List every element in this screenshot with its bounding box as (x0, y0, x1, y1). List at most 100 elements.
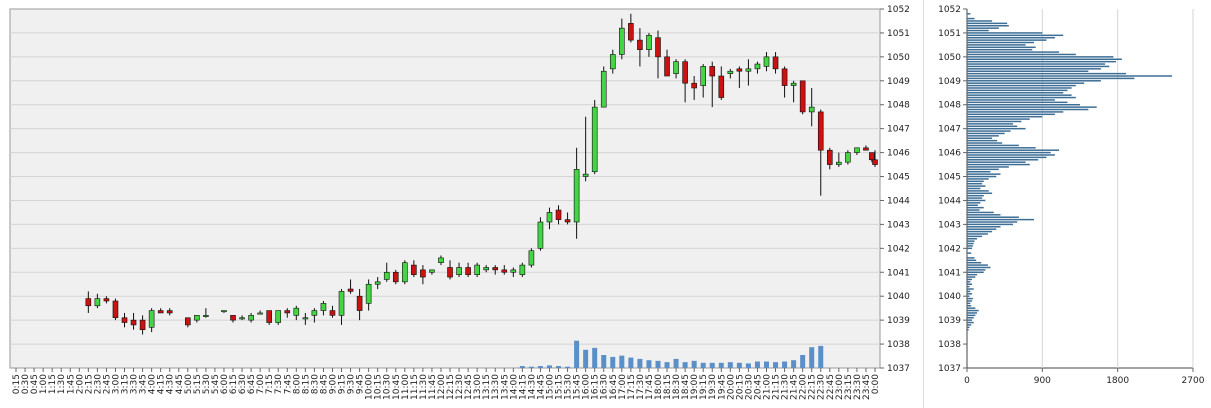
candle-up (573, 169, 580, 223)
candle-up (456, 267, 462, 275)
candle-down (112, 300, 119, 319)
profile-bar (967, 216, 1019, 218)
volume-profile-chart: 1037 1038 1039 1040 1041 1042 1043 1044 1045 1046… (923, 0, 1205, 408)
candle-up (854, 147, 860, 153)
candle-down (718, 75, 725, 98)
x-tick-label: 14:30 (527, 374, 537, 400)
x-tick-label: 21:00 (762, 374, 772, 400)
volume-bar (574, 340, 580, 368)
candle-up (700, 66, 707, 86)
volume-bar (709, 362, 715, 368)
x-tick-label: 6:00 (220, 374, 230, 394)
y-tick-label: 1052 (887, 5, 910, 15)
profile-bar (967, 156, 1047, 159)
x-tick-label: 21:45 (790, 374, 800, 400)
candle-down (564, 219, 571, 223)
profile-bar (967, 226, 1001, 228)
profile-bar (967, 103, 1080, 106)
profile-bar (967, 223, 1014, 226)
candle-down (492, 267, 499, 271)
y-tick-label: 1047 (887, 125, 910, 135)
candle-up (302, 317, 309, 320)
profile-bar (967, 120, 1022, 123)
x-tick-label: 14:45 (536, 374, 546, 400)
volume-bar (700, 362, 706, 368)
candle-up (148, 310, 155, 328)
x-tick-label: 17:15 (627, 374, 637, 400)
profile-bar (967, 178, 989, 180)
candle-up (619, 27, 625, 55)
profile-bar (967, 68, 1101, 70)
profile-y-axis-labels: 1037 1038 1039 1040 1041 1042 1043 1044 1045 1046… (938, 5, 967, 374)
profile-bar (967, 309, 979, 312)
profile-bar (967, 65, 1110, 68)
candle-up (836, 161, 842, 165)
candle-up (311, 310, 318, 316)
x-tick-label: 20:00 (726, 374, 736, 400)
x-tick-label: 16:15 (591, 374, 601, 400)
profile-bar (967, 295, 970, 297)
profile-bar (967, 182, 983, 185)
profile-bar (967, 96, 1076, 99)
profile-bar (967, 87, 1072, 89)
candle-up (338, 291, 345, 316)
x-tick-label: 12:00 (437, 374, 447, 400)
profile-bar (967, 170, 991, 173)
profile-bar (967, 328, 969, 331)
x-tick-label: 23:45 (862, 374, 872, 400)
gridlines (10, 32, 880, 345)
candle-down (555, 209, 562, 220)
candle-up (600, 70, 607, 108)
y-tick-label: 1037 (887, 364, 910, 374)
profile-bar (967, 314, 976, 317)
x-tick-label: 6:15 (229, 374, 239, 394)
profile-y-tick-label: 1052 (938, 5, 961, 15)
candle-down (329, 310, 336, 316)
profile-bar (967, 175, 997, 178)
candle-up (673, 61, 679, 74)
candle-down (664, 56, 670, 77)
profile-bar (967, 326, 970, 329)
volume-bar (718, 362, 724, 368)
x-tick-label: 2:00 (75, 374, 85, 394)
profile-bar (967, 13, 971, 15)
x-tick-label: 15:45 (573, 374, 583, 400)
candle-up (374, 281, 381, 285)
profile-bar (967, 41, 1034, 44)
x-tick-label: 7:15 (265, 374, 275, 394)
candle-down (85, 298, 92, 307)
candle-down (166, 310, 173, 314)
candle-down (501, 269, 508, 273)
profile-y-tick-label: 1042 (938, 244, 961, 254)
x-tick-label: 4:15 (157, 374, 167, 394)
profile-bar (967, 115, 1043, 118)
volume-bar (528, 366, 534, 368)
volume-bar (664, 362, 670, 368)
x-tick-label: 19:00 (690, 374, 700, 400)
volume-bar (800, 355, 806, 368)
profile-bar (967, 273, 978, 276)
x-tick-label: 4:45 (175, 374, 185, 394)
profile-bar (967, 58, 1122, 61)
profile-bar (967, 56, 1114, 58)
x-tick-label: 3:30 (130, 374, 140, 394)
profile-bar (967, 123, 1014, 125)
candle-up (808, 106, 815, 113)
x-axis-labels: 0:15 0:30 0:45 1:00 1:15 1:30 1:45 2:00 2:15 2:30… (12, 368, 881, 400)
candle-down (465, 267, 471, 275)
candle-down (356, 295, 363, 311)
profile-bar (967, 230, 993, 233)
profile-bar (967, 247, 973, 250)
profile-bar (967, 312, 978, 314)
x-tick-label: 13:00 (473, 374, 483, 400)
profile-bar (967, 278, 973, 281)
x-tick-label: 0:15 (12, 374, 22, 394)
profile-y-tick-label: 1047 (938, 125, 961, 135)
x-tick-label: 8:45 (319, 374, 329, 394)
profile-bar (967, 20, 993, 22)
x-tick-label: 23:15 (844, 374, 854, 400)
y-tick-label: 1048 (887, 101, 910, 111)
candle-down (266, 310, 272, 323)
candle-down (817, 111, 824, 151)
volume-bar (546, 365, 552, 368)
